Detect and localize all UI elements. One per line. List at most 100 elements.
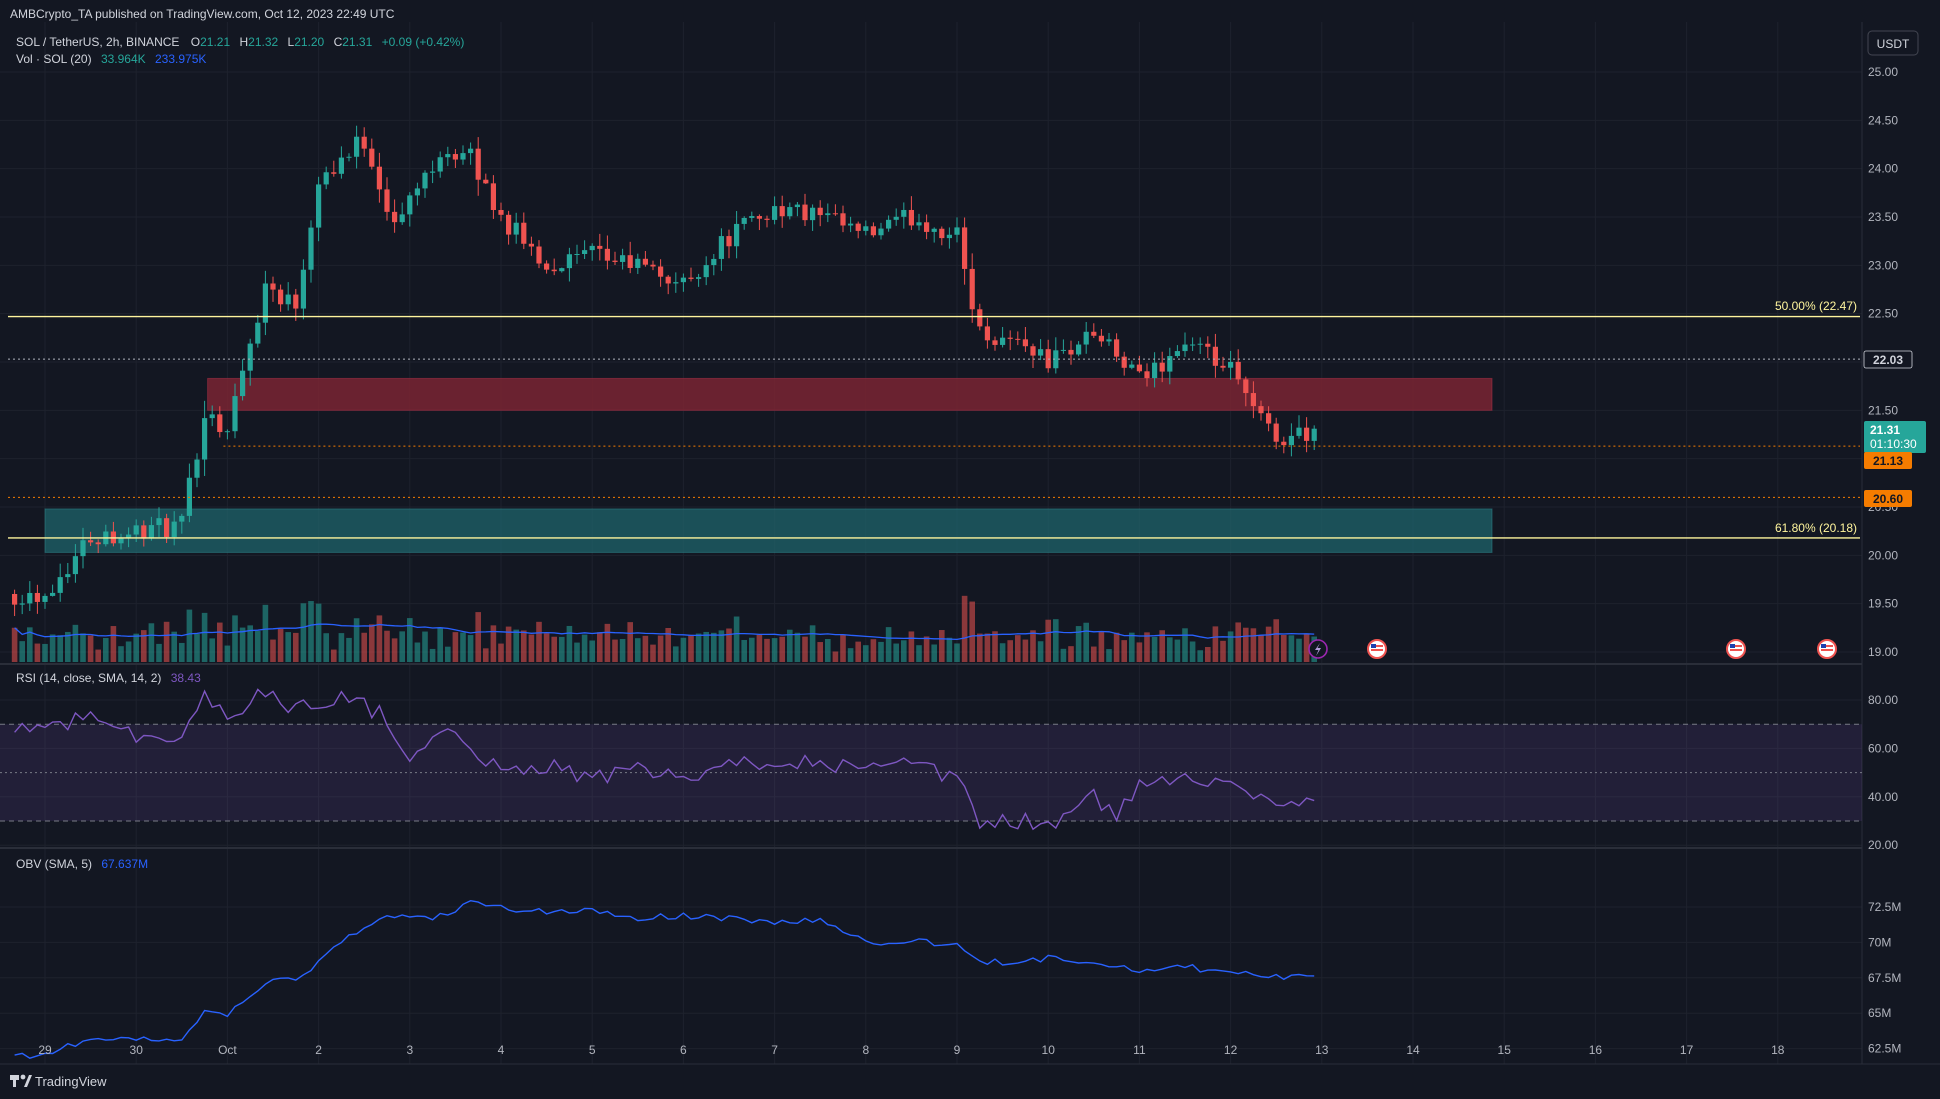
- volume-bar: [908, 631, 915, 662]
- candle: [1190, 337, 1196, 352]
- volume-bar: [141, 630, 147, 662]
- candle: [794, 202, 800, 217]
- candle: [1258, 400, 1264, 421]
- candle: [1212, 333, 1218, 378]
- volume-bar: [1151, 636, 1158, 662]
- candle: [1182, 332, 1188, 357]
- candle: [734, 210, 740, 259]
- volume-bar: [1091, 646, 1097, 662]
- volume-bar: [939, 630, 945, 662]
- time-tick-label: 16: [1589, 1043, 1603, 1057]
- volume-bar: [171, 631, 177, 662]
- volume-bar: [566, 625, 573, 662]
- volume-bar: [277, 628, 284, 662]
- currency-button[interactable]: USDT: [1867, 30, 1919, 56]
- candle: [1144, 363, 1150, 387]
- candle: [597, 233, 603, 261]
- volume-bar: [429, 648, 436, 662]
- candle: [855, 221, 861, 239]
- volume-bar: [794, 632, 801, 662]
- candle: [141, 520, 147, 547]
- candle: [445, 146, 451, 167]
- candle: [612, 251, 618, 266]
- us-flag-icon[interactable]: [1367, 639, 1387, 659]
- candle: [346, 153, 352, 162]
- price-levels: [8, 315, 1860, 539]
- candle: [1007, 330, 1013, 351]
- volume-bar: [369, 624, 375, 662]
- time-axis[interactable]: 29 30 Oct 2 3 4 5 6 7 8 9 10 11 12 13 14 15 16 17 18: [38, 1043, 1784, 1057]
- candle: [475, 137, 481, 196]
- lightning-icon[interactable]: [1308, 639, 1328, 659]
- us-flag-icon[interactable]: [1726, 639, 1746, 659]
- candle: [756, 214, 762, 231]
- candle: [1076, 341, 1082, 357]
- candle: [452, 148, 458, 168]
- legend-volume[interactable]: Vol · SOL (20) 33.964K 233.975K: [16, 52, 206, 66]
- candle: [939, 226, 945, 246]
- volume-bar: [1258, 635, 1264, 662]
- candle: [34, 584, 40, 614]
- obv-axis[interactable]: 72.5M 70M 67.5M 65M 62.5M: [1868, 900, 1901, 1056]
- candle: [870, 222, 876, 238]
- volume-bar: [581, 634, 588, 662]
- volume-bar: [414, 642, 421, 662]
- candle: [992, 336, 998, 351]
- candle: [1129, 360, 1135, 370]
- volume-bar: [323, 633, 329, 662]
- obv-tick-label: 67.5M: [1868, 971, 1901, 985]
- candle: [544, 260, 550, 274]
- volume-bar: [125, 641, 132, 662]
- candle: [642, 250, 648, 267]
- candle: [376, 152, 382, 203]
- volume-bar: [27, 627, 33, 662]
- legend-ohlc[interactable]: SOL / TetherUS, 2h, BINANCE O21.21 H21.3…: [16, 35, 464, 49]
- volume-bar: [103, 637, 109, 662]
- candle: [57, 563, 63, 602]
- symbol-title: SOL / TetherUS, 2h, BINANCE: [16, 35, 179, 49]
- fib-50-label: 50.00% (22.47): [1775, 299, 1857, 313]
- candle: [1243, 376, 1249, 407]
- svg-text:20.60: 20.60: [1873, 492, 1903, 506]
- volume-bar: [42, 643, 48, 662]
- candle: [361, 127, 367, 157]
- volume-bar: [999, 643, 1006, 662]
- candle: [787, 202, 793, 220]
- candle: [635, 253, 641, 274]
- volume-bar: [194, 633, 200, 662]
- obv-tick-label: 62.5M: [1868, 1042, 1901, 1056]
- candle: [817, 200, 823, 227]
- time-tick-label: 3: [406, 1043, 413, 1057]
- candle: [179, 513, 185, 534]
- volume-bar: [1250, 628, 1257, 662]
- volume-bar: [817, 642, 823, 662]
- volume-bar: [1045, 619, 1051, 662]
- price-tick-label: 20.00: [1868, 548, 1898, 562]
- volume-bar: [118, 646, 124, 662]
- us-flag-icon[interactable]: [1817, 639, 1837, 659]
- volume-bar: [1136, 642, 1143, 662]
- volume-bar: [1197, 650, 1203, 662]
- candle: [422, 170, 428, 198]
- volume-bar: [635, 638, 641, 662]
- volume-bar: [270, 639, 276, 662]
- candle: [696, 273, 702, 287]
- rsi-axis[interactable]: 80.00 60.00 40.00 20.00: [1868, 693, 1898, 852]
- candle: [65, 562, 71, 584]
- volume-bar: [840, 634, 846, 662]
- candle: [1228, 350, 1234, 380]
- volume-bar: [460, 632, 466, 662]
- candle: [863, 220, 869, 236]
- legend-obv[interactable]: OBV (SMA, 5) 67.637M: [16, 857, 148, 871]
- legend-rsi[interactable]: RSI (14, close, SMA, 14, 2) 38.43: [16, 671, 201, 685]
- candle: [551, 258, 557, 276]
- candle: [711, 253, 717, 276]
- volume-bar: [650, 644, 656, 662]
- volume-bar: [163, 621, 170, 662]
- candle: [224, 429, 230, 440]
- volume-bar: [133, 633, 139, 662]
- time-tick-label: 9: [954, 1043, 961, 1057]
- time-tick-label: 10: [1042, 1043, 1056, 1057]
- candle: [1205, 336, 1211, 359]
- volume-bar: [787, 629, 793, 662]
